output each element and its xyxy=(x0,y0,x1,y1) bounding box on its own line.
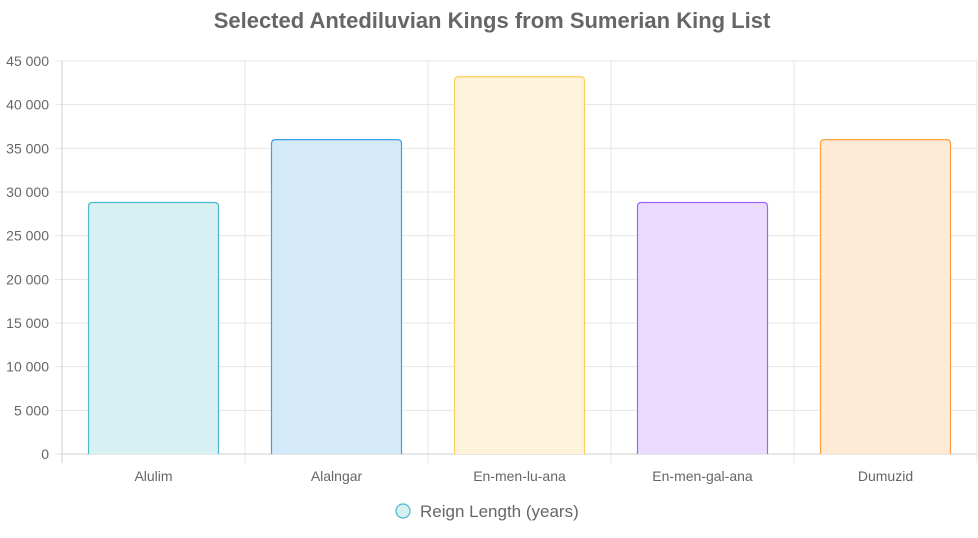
y-tick-label: 5 000 xyxy=(14,402,49,418)
bar-border xyxy=(453,76,586,454)
bar-border xyxy=(636,201,769,454)
y-tick-label: 25 000 xyxy=(6,228,49,244)
y-tick-label: 45 000 xyxy=(6,53,49,69)
bar-dumuzid[interactable] xyxy=(820,139,951,454)
y-tick-label: 40 000 xyxy=(6,97,49,113)
y-tick-label: 0 xyxy=(41,446,49,462)
x-tick-label: En-men-gal-ana xyxy=(652,468,753,484)
y-tick-label: 15 000 xyxy=(6,315,49,331)
bar-alulim[interactable] xyxy=(88,202,219,454)
x-tick-label: En-men-lu-ana xyxy=(473,468,566,484)
legend-label: Reign Length (years) xyxy=(420,502,579,521)
y-tick-label: 30 000 xyxy=(6,184,49,200)
x-tick-label: Alulim xyxy=(134,468,172,484)
x-tick-label: Alalngar xyxy=(311,468,363,484)
bar-border xyxy=(819,139,952,454)
bar-en-men-lu-ana[interactable] xyxy=(454,76,585,454)
chart-title: Selected Antediluvian Kings from Sumeria… xyxy=(214,8,771,33)
bar-border xyxy=(87,201,220,454)
x-tick-label: Dumuzid xyxy=(858,468,913,484)
y-tick-label: 35 000 xyxy=(6,140,49,156)
x-axis: Alulim Alalngar En-men-lu-ana En-men-gal-an… xyxy=(134,468,913,484)
y-tick-label: 20 000 xyxy=(6,271,49,287)
legend[interactable]: Reign Length (years) xyxy=(395,502,579,521)
bars xyxy=(87,76,952,454)
legend-swatch-icon xyxy=(395,503,411,519)
y-tick-label: 10 000 xyxy=(6,359,49,375)
y-axis: 0 5 000 10 000 15 000 20 000 25 000 30 000 35 0… xyxy=(6,53,49,462)
bar-en-men-gal-ana[interactable] xyxy=(637,202,768,454)
bar-alalngar[interactable] xyxy=(271,139,402,454)
bar-border xyxy=(270,139,403,454)
